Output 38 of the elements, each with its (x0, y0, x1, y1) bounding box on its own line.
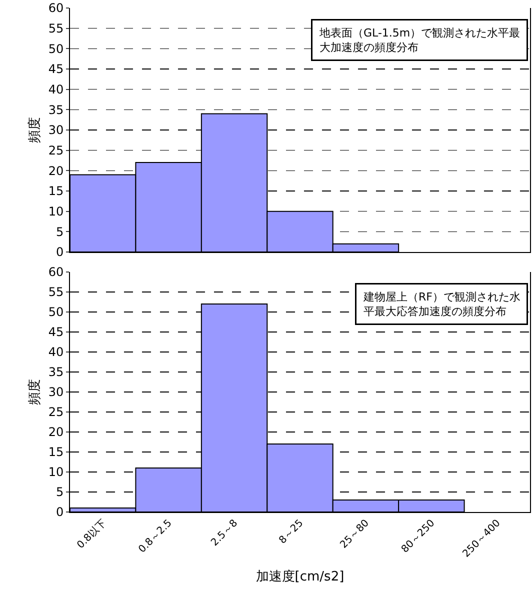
x-tick-label: 25～80 (338, 518, 372, 551)
y-tick-label: 20 (48, 425, 64, 440)
y-tick-label: 10 (48, 465, 64, 480)
annotation: 建物屋上（RF）で観測された水平最大応答加速度の頻度分布 (362, 290, 520, 318)
y-tick-label: 60 (48, 265, 64, 280)
y-tick-label: 40 (48, 345, 64, 360)
annotation: 地表面（GL-1.5m）で観測された水平最大加速度の頻度分布 (318, 26, 520, 54)
y-tick-label: 35 (48, 102, 64, 117)
x-tick-label: 80～250 (400, 518, 438, 556)
y-tick-label: 30 (48, 123, 64, 138)
y-tick-label: 25 (48, 144, 64, 158)
x-tick-label: 2.5～8 (209, 518, 240, 548)
y-tick-label: 10 (48, 204, 64, 219)
y-tick-label: 55 (48, 285, 64, 300)
y-tick-label: 25 (48, 405, 64, 420)
x-tick-label: 0.8～2.5 (136, 518, 174, 556)
y-tick-label: 50 (48, 305, 64, 320)
y-tick-label: 45 (48, 325, 64, 340)
y-axis-title: 頻度 (26, 379, 42, 405)
y-tick-label: 30 (48, 385, 64, 400)
y-tick-label: 20 (48, 164, 64, 178)
y-tick-label: 55 (48, 22, 64, 36)
y-axis-title: 頻度 (26, 117, 42, 143)
y-tick-label: 40 (48, 82, 64, 97)
y-tick-label: 15 (48, 184, 64, 198)
y-tick-label: 60 (48, 1, 64, 16)
y-tick-label: 45 (48, 62, 64, 76)
x-tick-label: 250～400 (460, 518, 503, 560)
y-tick-label: 15 (48, 445, 64, 460)
y-tick-label: 5 (56, 224, 64, 239)
y-tick-label: 0 (56, 505, 64, 520)
x-tick-label: 0.8以下 (74, 517, 109, 552)
y-tick-label: 35 (48, 365, 64, 380)
y-tick-label: 50 (48, 42, 64, 56)
x-axis-title: 加速度[cm/s2] (256, 568, 344, 584)
x-tick-label: 8～25 (277, 518, 306, 546)
y-tick-label: 0 (56, 245, 64, 260)
y-tick-label: 5 (56, 485, 64, 500)
